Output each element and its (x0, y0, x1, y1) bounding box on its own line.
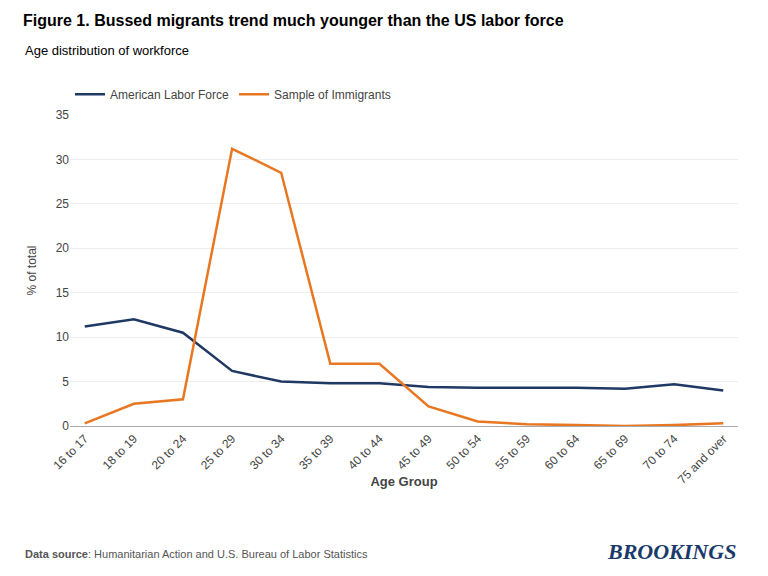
svg-text:70 to 74: 70 to 74 (640, 432, 681, 473)
svg-text:5: 5 (62, 375, 69, 389)
svg-text:Figure 1. Bussed migrants tren: Figure 1. Bussed migrants trend much you… (23, 12, 564, 29)
svg-text:18 to 19: 18 to 19 (100, 432, 141, 473)
svg-text:55 to 59: 55 to 59 (493, 432, 534, 473)
svg-text:Age distribution of workforce: Age distribution of workforce (25, 43, 189, 58)
svg-text:25: 25 (56, 197, 70, 211)
svg-text:0: 0 (62, 419, 69, 433)
svg-text:35: 35 (56, 108, 70, 122)
svg-text:25 to 29: 25 to 29 (198, 432, 239, 473)
svg-text:Sample of Immigrants: Sample of Immigrants (274, 88, 391, 102)
svg-text:15: 15 (56, 286, 70, 300)
svg-text:10: 10 (56, 330, 70, 344)
svg-text:Age Group: Age Group (370, 474, 437, 489)
svg-text:16 to 17: 16 to 17 (51, 432, 92, 473)
svg-text:45 to 49: 45 to 49 (394, 432, 435, 473)
svg-text:60 to 64: 60 to 64 (542, 432, 583, 473)
svg-text:% of total: % of total (25, 245, 39, 295)
svg-text:Data source: Humanitarian Acti: Data source: Humanitarian Action and U.S… (25, 548, 368, 560)
svg-text:20 to 24: 20 to 24 (149, 432, 190, 473)
svg-text:75 and over: 75 and over (675, 432, 730, 487)
svg-text:American Labor Force: American Labor Force (110, 88, 229, 102)
svg-text:20: 20 (56, 241, 70, 255)
svg-text:BROOKINGS: BROOKINGS (607, 539, 736, 564)
svg-text:40 to 44: 40 to 44 (345, 432, 386, 473)
svg-text:35 to 39: 35 to 39 (296, 432, 337, 473)
svg-text:50 to 54: 50 to 54 (443, 432, 484, 473)
svg-text:30: 30 (56, 153, 70, 167)
svg-text:65 to 69: 65 to 69 (591, 432, 632, 473)
svg-text:30 to 34: 30 to 34 (247, 432, 288, 473)
